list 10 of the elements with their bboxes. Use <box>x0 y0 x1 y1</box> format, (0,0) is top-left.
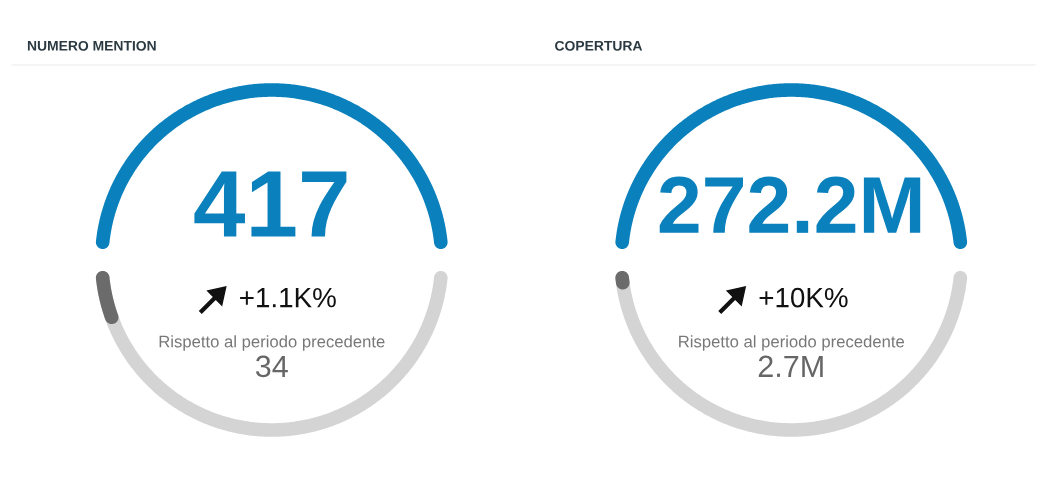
data-label: 34 <box>255 355 288 378</box>
text: COPERTURA <box>555 40 643 51</box>
data-label: 2.7M <box>758 355 823 377</box>
data-label: 417 <box>194 171 347 237</box>
text: NUMERO MENTION <box>27 40 156 51</box>
text: Rispetto al periodo precedente <box>679 335 905 351</box>
data-label: 272.2M <box>659 176 921 233</box>
text: Rispetto al periodo precedente <box>159 335 385 351</box>
text: +1.1K% <box>240 287 336 308</box>
text: +10K% <box>759 287 848 308</box>
